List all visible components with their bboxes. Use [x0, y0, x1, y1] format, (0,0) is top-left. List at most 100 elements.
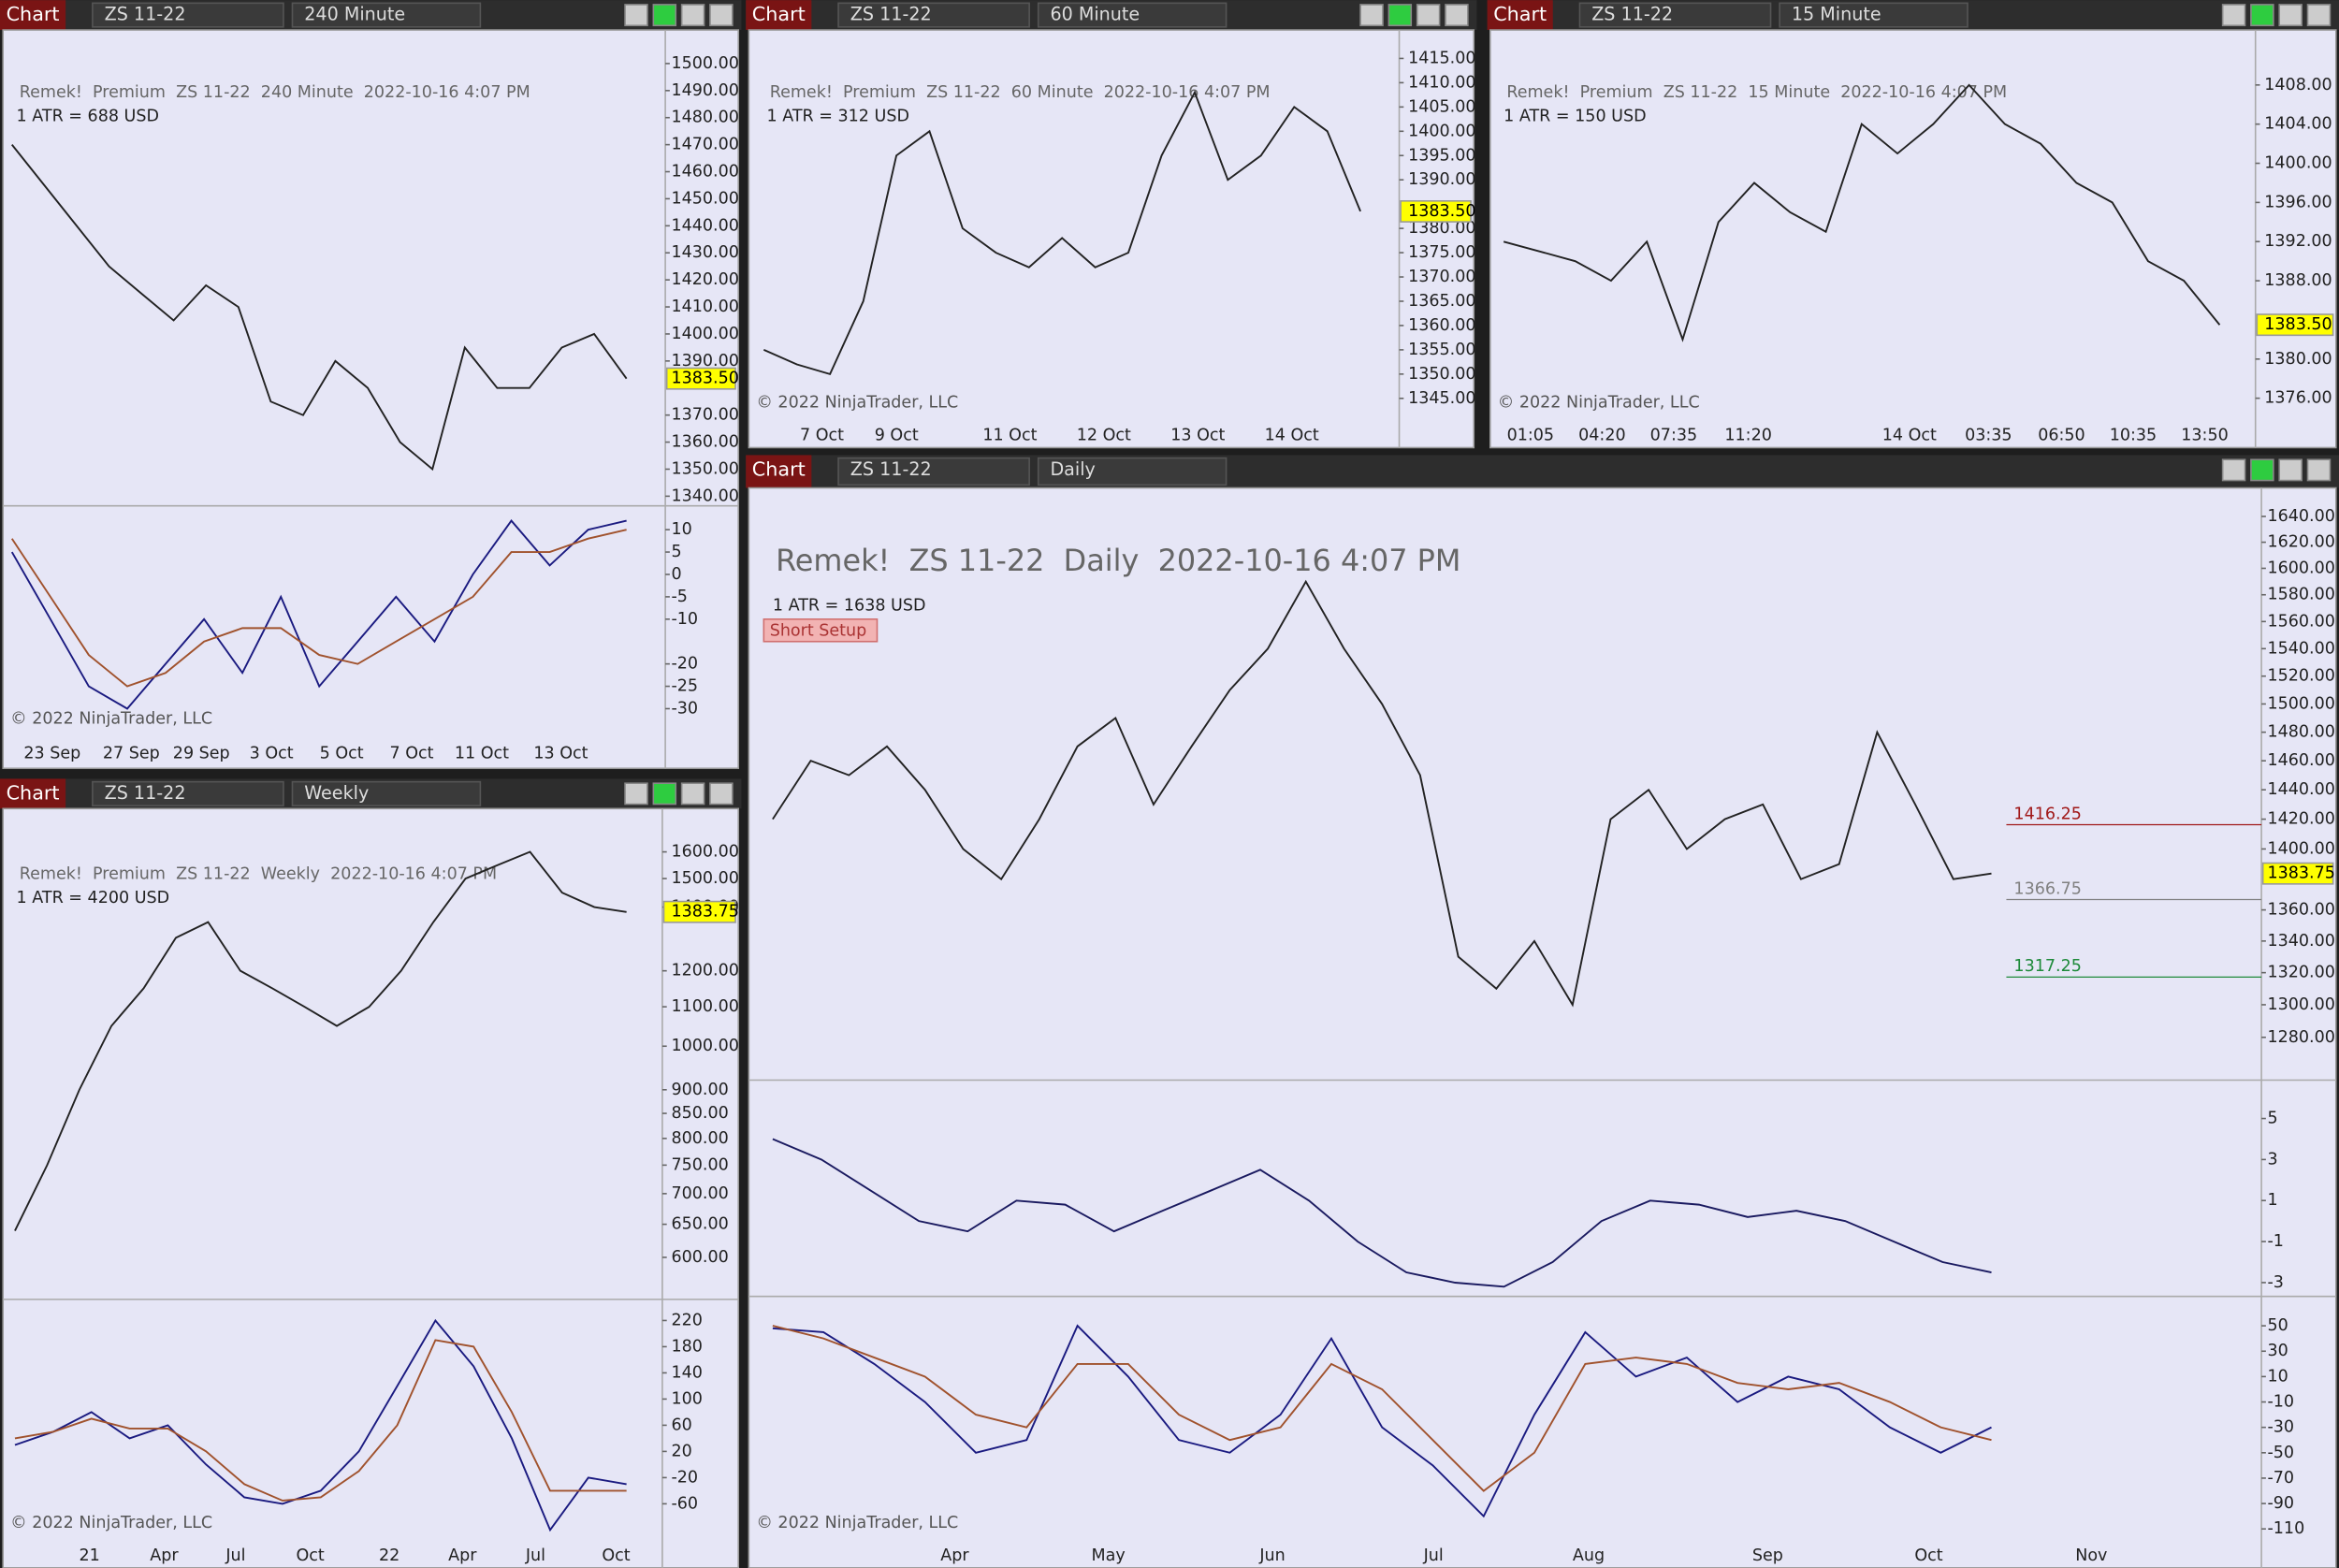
window-button[interactable]	[680, 4, 705, 27]
y-tick-label: 600.00	[671, 1248, 728, 1267]
y-tick-label: 20	[671, 1442, 691, 1460]
y-tick-label: 1400.00	[2267, 839, 2334, 858]
interval: 60 Minute	[1050, 4, 1140, 25]
x-tick-label: 14 Oct	[1265, 427, 1319, 445]
x-tick-label: 21	[80, 1546, 100, 1565]
chart-button[interactable]	[0, 0, 66, 31]
y-tick-label: 1350.00	[1408, 365, 1475, 384]
window-button[interactable]	[624, 782, 648, 806]
y-tick-label: 1320.00	[2267, 964, 2334, 982]
chart-title: Remek! Premium ZS 11-22 240 Minute 2022-…	[20, 83, 530, 102]
x-tick-label: Jul	[1423, 1546, 1444, 1565]
instrument: ZS 11-22	[105, 782, 186, 804]
x-tick-label: 11 Oct	[455, 744, 509, 762]
window-button[interactable]	[709, 4, 734, 27]
y-tick-label: 1365.00	[1408, 292, 1475, 311]
window-button[interactable]	[2306, 458, 2332, 482]
window-button[interactable]	[1416, 4, 1441, 27]
y-tick-label: 1345.00	[1408, 389, 1475, 408]
y-tick-label: 1380.00	[1408, 219, 1475, 238]
atr-label: 1 ATR = 688 USD	[17, 108, 159, 126]
window-button[interactable]	[624, 4, 648, 27]
window-button[interactable]	[2278, 4, 2303, 27]
y-tick-label: 1360.00	[1408, 316, 1475, 335]
copyright: © 2022 NinjaTrader, LLC	[1498, 394, 1700, 413]
atr-label: 1 ATR = 150 USD	[1504, 108, 1646, 126]
chart-body	[748, 29, 1475, 449]
price-marker	[665, 367, 736, 390]
y-tick-label: 5	[671, 543, 681, 561]
window-button[interactable]	[709, 782, 734, 806]
y-tick-label: 140	[671, 1363, 702, 1382]
window-button[interactable]	[652, 4, 677, 27]
y-tick-label: 800.00	[671, 1129, 728, 1148]
window-button[interactable]	[1359, 4, 1384, 27]
instrument-dropdown[interactable]	[837, 2, 1030, 28]
price-label: 1416.25	[2013, 805, 2081, 823]
chart-button[interactable]	[0, 778, 66, 809]
x-tick-label: Aug	[1573, 1546, 1605, 1565]
x-tick-label: 3 Oct	[250, 744, 294, 762]
window-button[interactable]	[2250, 4, 2274, 27]
interval: Daily	[1050, 458, 1095, 480]
x-tick-label: Nov	[2075, 1546, 2107, 1565]
y-tick-label: 1420.00	[671, 270, 738, 289]
window-button[interactable]	[2278, 458, 2303, 482]
window-button[interactable]	[2306, 4, 2332, 27]
chart-title: Remek! ZS 11-22 Daily 2022-10-16 4:07 PM	[776, 543, 1460, 578]
interval-dropdown[interactable]	[1037, 457, 1228, 486]
x-tick-label: 9 Oct	[875, 427, 919, 445]
x-tick-label: Oct	[602, 1546, 630, 1565]
y-tick-label: 1415.00	[1408, 49, 1475, 67]
y-tick-label: -5	[671, 588, 687, 606]
y-tick-label: 10	[671, 520, 691, 539]
window-button[interactable]	[2250, 458, 2274, 482]
chart-button[interactable]	[746, 0, 812, 31]
y-tick-label: -25	[671, 677, 698, 696]
instrument-dropdown[interactable]	[92, 2, 284, 28]
x-tick-label: 11:20	[1724, 427, 1771, 445]
instrument-dropdown[interactable]	[1578, 2, 1772, 28]
y-tick-label: -70	[2267, 1469, 2294, 1488]
window-button[interactable]	[2221, 4, 2246, 27]
x-tick-label: Apr	[150, 1546, 179, 1565]
instrument-dropdown[interactable]	[837, 457, 1030, 486]
chart-body	[1489, 29, 2337, 449]
instrument: ZS 11-22	[850, 458, 932, 480]
interval-dropdown[interactable]	[291, 780, 482, 806]
chart-button-label: Chart	[752, 457, 806, 480]
chart-button[interactable]	[746, 455, 812, 488]
y-tick-label: 1500.00	[671, 869, 738, 888]
interval-dropdown[interactable]	[1037, 2, 1228, 28]
window-button[interactable]	[680, 782, 705, 806]
series-line	[10, 529, 627, 688]
window-button[interactable]	[652, 782, 677, 806]
y-tick-label: 1430.00	[671, 243, 738, 262]
interval-dropdown[interactable]	[1779, 2, 1969, 28]
x-tick-label: Jul	[525, 1546, 545, 1565]
window-button[interactable]	[1445, 4, 1469, 27]
chart-button-label: Chart	[752, 3, 806, 25]
y-tick-label: 1355.00	[1408, 341, 1475, 359]
y-tick-label: 1620.00	[2267, 533, 2334, 552]
atr-label: 1 ATR = 4200 USD	[17, 889, 170, 907]
y-tick-label: 1470.00	[671, 136, 738, 154]
instrument-dropdown[interactable]	[92, 780, 284, 806]
price-label: 1383.50	[2264, 315, 2332, 334]
x-tick-label: Apr	[448, 1546, 477, 1565]
y-tick-label: 1392.00	[2264, 232, 2332, 251]
y-tick-label: 1500.00	[2267, 694, 2334, 713]
atr-label: 1 ATR = 1638 USD	[773, 596, 926, 615]
y-tick-label: 1440.00	[671, 216, 738, 235]
y-tick-label: 1440.00	[2267, 780, 2334, 799]
series-line	[1503, 83, 2221, 342]
x-tick-label: Oct	[1914, 1546, 1942, 1565]
window-button[interactable]	[1387, 4, 1413, 27]
y-tick-label: -10	[671, 610, 698, 629]
window-button[interactable]	[2221, 458, 2246, 482]
y-tick-label: 1280.00	[2267, 1028, 2334, 1047]
chart-button[interactable]	[1487, 0, 1553, 31]
y-tick-label: 3	[2267, 1150, 2277, 1169]
x-tick-label: 7 Oct	[800, 427, 844, 445]
interval-dropdown[interactable]	[291, 2, 482, 28]
